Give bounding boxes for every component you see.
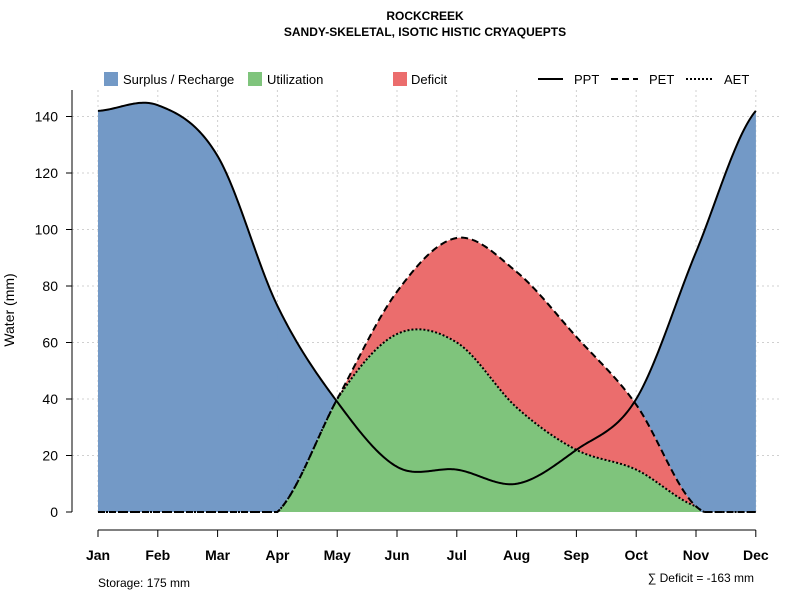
legend-label-aet: AET <box>724 72 749 87</box>
x-tick-label: Jan <box>86 547 110 563</box>
y-tick-label: 100 <box>35 222 59 238</box>
y-tick-label: 80 <box>42 278 58 294</box>
y-tick-label: 20 <box>42 448 58 464</box>
x-tick-label: Jul <box>447 547 467 563</box>
legend-label-surplus: Surplus / Recharge <box>123 72 234 87</box>
legend-label-utilization: Utilization <box>267 72 323 87</box>
series-line-aet <box>98 328 756 513</box>
series-line-ppt <box>97 101 757 486</box>
x-tick-label: Sep <box>564 547 590 563</box>
legend-label-pet: PET <box>649 72 674 87</box>
area-utilization-lower <box>98 401 756 512</box>
x-tick-label: Jun <box>385 547 410 563</box>
storage-label: Storage: 175 mm <box>98 576 190 590</box>
y-tick-label: 60 <box>42 335 58 351</box>
legend-label-deficit: Deficit <box>411 72 448 87</box>
x-tick-label: Feb <box>145 547 170 563</box>
y-tick-label: 120 <box>35 165 59 181</box>
legend: Surplus / Recharge Utilization Deficit P… <box>104 72 749 87</box>
legend-swatch-utilization <box>248 72 262 86</box>
deficit-total-label: ∑ Deficit = -163 mm <box>648 571 754 585</box>
area-deficit <box>98 237 756 512</box>
y-tick-label: 0 <box>50 504 58 520</box>
series-lines <box>97 101 757 513</box>
x-tick-label: Nov <box>683 547 710 563</box>
y-axis-label: Water (mm) <box>1 273 17 346</box>
axes: 0 20 40 60 80 100 120 140 Jan Feb Mar Apr May Jun Jul A… <box>35 90 769 563</box>
series-line-pet <box>98 236 756 513</box>
x-tick-label: Oct <box>625 547 649 563</box>
chart-subtitle: SANDY-SKELETAL, ISOTIC HISTIC CRYAQUEPTS <box>284 25 566 39</box>
y-tick-label: 40 <box>42 391 58 407</box>
x-tick-label: Aug <box>503 547 530 563</box>
area-surplus-base <box>98 102 756 512</box>
legend-label-ppt: PPT <box>574 72 599 87</box>
x-tick-label: May <box>324 547 351 563</box>
x-tick-label: Mar <box>205 547 230 563</box>
legend-swatch-surplus <box>104 72 118 86</box>
chart-title: ROCKCREEK <box>386 9 464 23</box>
x-tick-label: Dec <box>743 547 769 563</box>
area-utilization-upper <box>98 329 756 512</box>
area-fills <box>98 102 756 512</box>
legend-swatch-deficit <box>393 72 407 86</box>
y-tick-label: 140 <box>35 109 59 125</box>
x-tick-label: Apr <box>265 547 290 563</box>
